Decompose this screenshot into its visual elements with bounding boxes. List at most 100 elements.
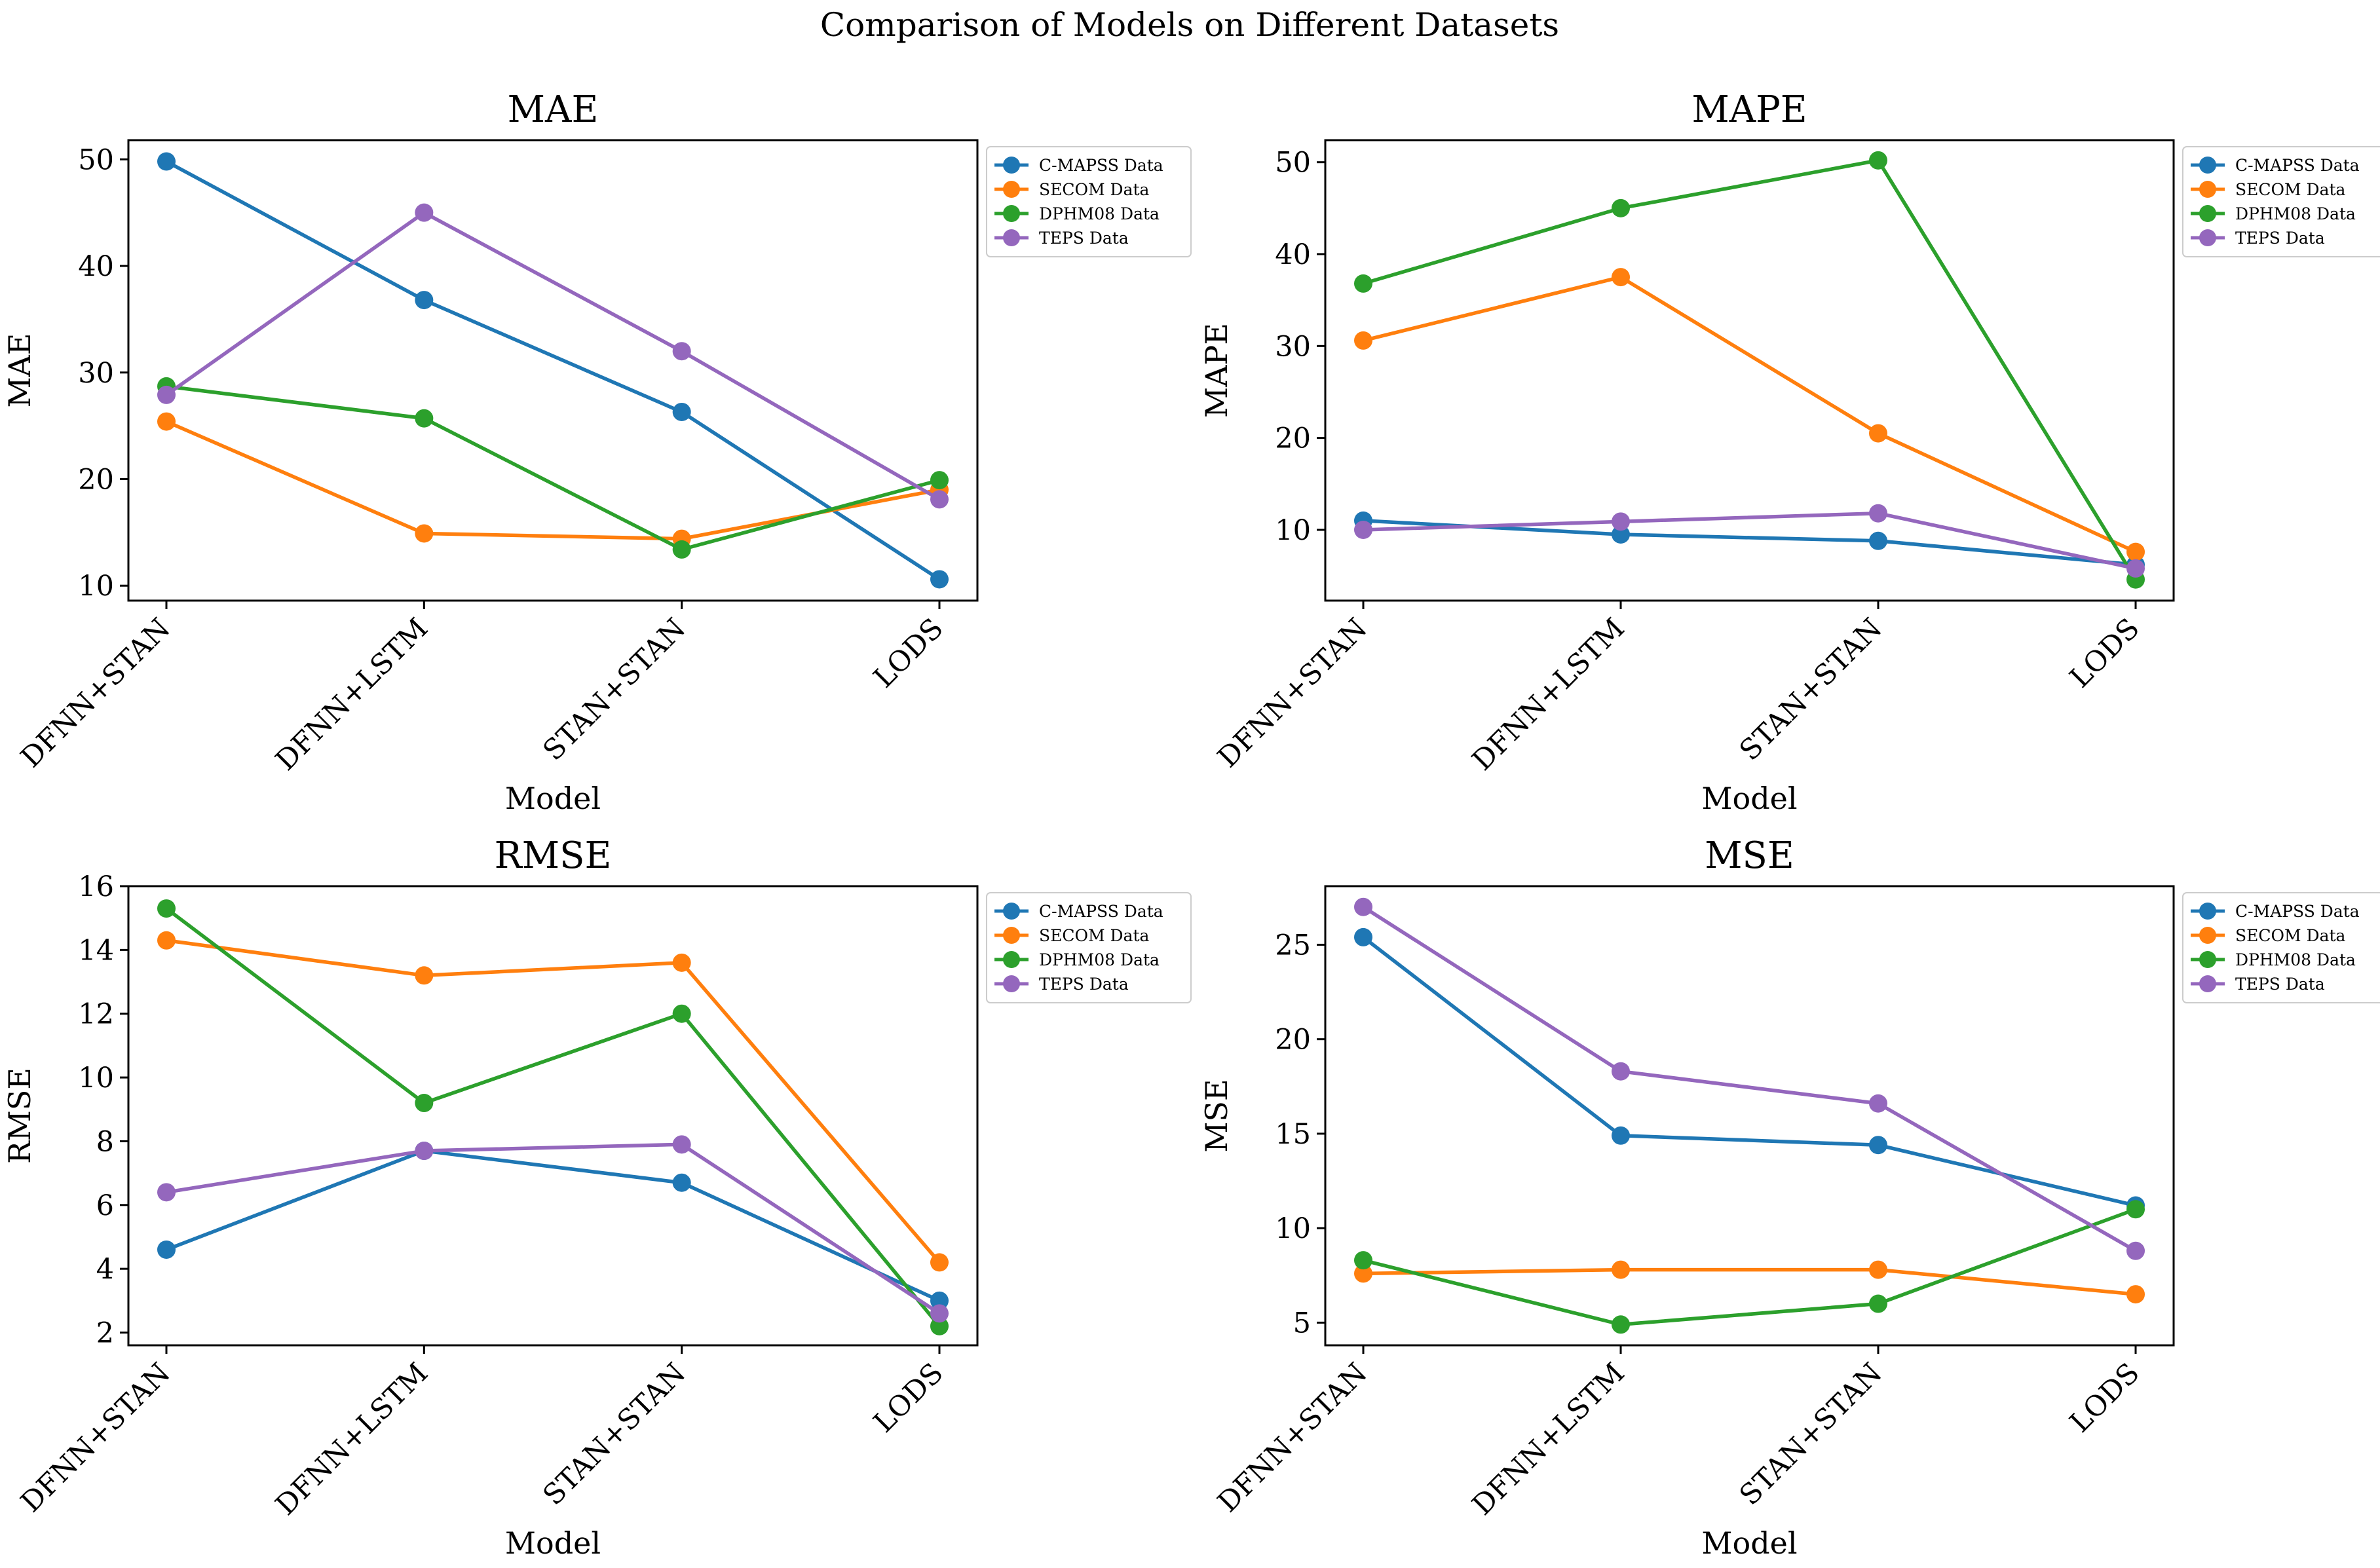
mae-legend-label-teps-data: TEPS Data: [1039, 229, 1129, 248]
mse-line-secom-data: [1361, 1267, 2138, 1296]
mae-point-c-mapss-data-stan-stan: [672, 402, 691, 421]
mape-legend: C-MAPSS Data SECOM Data DPHM08 Data TEPS Da…: [2182, 146, 2380, 257]
rmse-point-dphm08-data-lods: [930, 1316, 949, 1335]
mae-point-secom-data-dfnn-stan: [157, 412, 176, 431]
mse-point-c-mapss-data-stan-stan: [1869, 1136, 1887, 1155]
mse-ylabel: MSE: [1199, 1079, 1234, 1152]
mse-series-c-mapss-data: [1354, 927, 2145, 1215]
rmse-point-secom-data-dfnn-lstm: [415, 966, 434, 985]
mae-axes-frame: [127, 139, 979, 602]
mae-point-c-mapss-data-dfnn-stan: [157, 152, 176, 171]
mae-ytick-label: 30: [78, 357, 114, 390]
mape-point-teps-data-lods: [2126, 559, 2145, 578]
mape-line-secom-data: [1361, 275, 2138, 554]
mse-ytick-label: 20: [1275, 1024, 1311, 1056]
rmse-legend-marker-c-mapss-data: [1003, 903, 1020, 920]
mape-legend-label-c-mapss-data: C-MAPSS Data: [2235, 156, 2360, 175]
mae-point-dphm08-data-dfnn-lstm: [415, 409, 434, 428]
mse-point-secom-data-dfnn-lstm: [1612, 1260, 1630, 1279]
rmse-legend: C-MAPSS Data SECOM Data DPHM08 Data TEPS Da…: [986, 892, 1192, 1003]
mape-ytick-label: 20: [1275, 422, 1311, 455]
mse-point-secom-data-stan-stan: [1869, 1260, 1887, 1279]
mape-ytick-label: 30: [1275, 330, 1311, 363]
mse-legend-marker-teps-data: [2199, 975, 2216, 992]
mae-ylabel: MAE: [2, 333, 37, 408]
mape-point-secom-data-dfnn-lstm: [1612, 268, 1630, 287]
mape-xlabel: Model: [1701, 781, 1797, 816]
panels: MAE 10 20 30 40 50 DFNN+STAN DFNN+LSTM STAN+STAN…: [2, 88, 2380, 1561]
mse-point-dphm08-data-lods: [2126, 1200, 2145, 1219]
mape-ytick-label: 50: [1275, 147, 1311, 179]
mape-point-secom-data-stan-stan: [1869, 424, 1887, 443]
mape-series-c-mapss-data: [1354, 511, 2145, 574]
mape-point-teps-data-dfnn-stan: [1354, 520, 1372, 539]
mse-point-dphm08-data-dfnn-stan: [1354, 1251, 1372, 1270]
mae-point-dphm08-data-lods: [930, 471, 949, 490]
mse-point-teps-data-dfnn-stan: [1354, 897, 1372, 916]
mae-xtick-label: DFNN+LSTM: [269, 612, 434, 777]
rmse-line-teps-data: [164, 1142, 941, 1316]
mse-point-teps-data-stan-stan: [1869, 1094, 1887, 1113]
mae-legend-box: [986, 146, 1192, 257]
rmse-ytick-label: 6: [96, 1189, 114, 1222]
rmse-legend-marker-teps-data: [1003, 975, 1020, 992]
mae-legend-label-c-mapss-data: C-MAPSS Data: [1039, 156, 1163, 175]
rmse-ytick-label: 2: [96, 1317, 114, 1350]
mse-legend-label-dphm08-data: DPHM08 Data: [2235, 950, 2356, 969]
rmse-point-dphm08-data-dfnn-stan: [157, 899, 176, 918]
mape-point-secom-data-dfnn-stan: [1354, 331, 1372, 350]
rmse-xtick-label: STAN+STAN: [537, 1356, 692, 1512]
rmse-legend-label-secom-data: SECOM Data: [1039, 926, 1150, 945]
mae-ytick-label: 50: [78, 143, 114, 176]
mae-xlabel: Model: [505, 781, 601, 816]
figure-title: Comparison of Models on Different Datase…: [820, 6, 1559, 44]
mape-ytick-label: 10: [1275, 514, 1311, 547]
mse-legend-label-secom-data: SECOM Data: [2235, 926, 2346, 945]
mse-legend-marker-secom-data: [2199, 927, 2216, 944]
mae-xtick-label: LODS: [867, 612, 950, 694]
mape-xtick-label: STAN+STAN: [1733, 612, 1889, 767]
mse-point-dphm08-data-dfnn-lstm: [1612, 1315, 1630, 1334]
rmse-ytick-label: 12: [78, 998, 114, 1031]
rmse-series-teps-data: [157, 1135, 949, 1323]
rmse-point-secom-data-stan-stan: [672, 953, 691, 972]
mape-line-c-mapss-data: [1361, 519, 2138, 567]
mse-series-dphm08-data: [1354, 1200, 2145, 1334]
mae-xtick-label: DFNN+STAN: [14, 612, 177, 774]
mape-legend-marker-c-mapss-data: [2199, 157, 2216, 174]
rmse-xtick-label: DFNN+STAN: [14, 1356, 177, 1519]
mae-point-c-mapss-data-dfnn-lstm: [415, 291, 434, 310]
mae-line-dphm08-data: [164, 384, 941, 551]
mape-series-teps-data: [1354, 504, 2145, 578]
rmse-ytick-label: 10: [78, 1062, 114, 1094]
mape-point-dphm08-data-dfnn-stan: [1354, 274, 1372, 293]
rmse-legend-label-c-mapss-data: C-MAPSS Data: [1039, 902, 1163, 921]
rmse-axes-frame: [127, 885, 979, 1347]
mape-xtick-label: DFNN+LSTM: [1466, 612, 1631, 777]
rmse-xtick-label: LODS: [867, 1356, 950, 1439]
mape-point-c-mapss-data-dfnn-lstm: [1612, 525, 1630, 544]
mse-axes-frame: [1324, 885, 2175, 1347]
mae-point-c-mapss-data-lods: [930, 570, 949, 589]
rmse-ytick-label: 4: [96, 1253, 114, 1286]
rmse-point-c-mapss-data-dfnn-stan: [157, 1240, 176, 1259]
rmse-point-dphm08-data-stan-stan: [672, 1004, 691, 1023]
mae-point-teps-data-stan-stan: [672, 342, 691, 361]
mse-title: MSE: [1705, 834, 1794, 877]
mse-legend-label-c-mapss-data: C-MAPSS Data: [2235, 902, 2360, 921]
mse-legend: C-MAPSS Data SECOM Data DPHM08 Data TEPS Da…: [2182, 892, 2380, 1003]
rmse-series-c-mapss-data: [157, 1142, 949, 1310]
mae-title: MAE: [508, 88, 599, 131]
mae-legend-marker-dphm08-data: [1003, 205, 1020, 222]
mse-point-teps-data-lods: [2126, 1241, 2145, 1260]
mae-series-teps-data: [157, 203, 949, 509]
mae-legend: C-MAPSS Data SECOM Data DPHM08 Data TEPS Da…: [986, 146, 1192, 257]
mse-xtick-label: STAN+STAN: [1733, 1356, 1889, 1512]
mae-line-teps-data: [164, 210, 941, 502]
mse-line-teps-data: [1361, 905, 2138, 1253]
mse-xtick-label: DFNN+LSTM: [1466, 1356, 1631, 1521]
mse-point-secom-data-dfnn-stan: [1354, 1264, 1372, 1283]
mse-line-dphm08-data: [1361, 1207, 2138, 1327]
mae-legend-marker-secom-data: [1003, 181, 1020, 198]
